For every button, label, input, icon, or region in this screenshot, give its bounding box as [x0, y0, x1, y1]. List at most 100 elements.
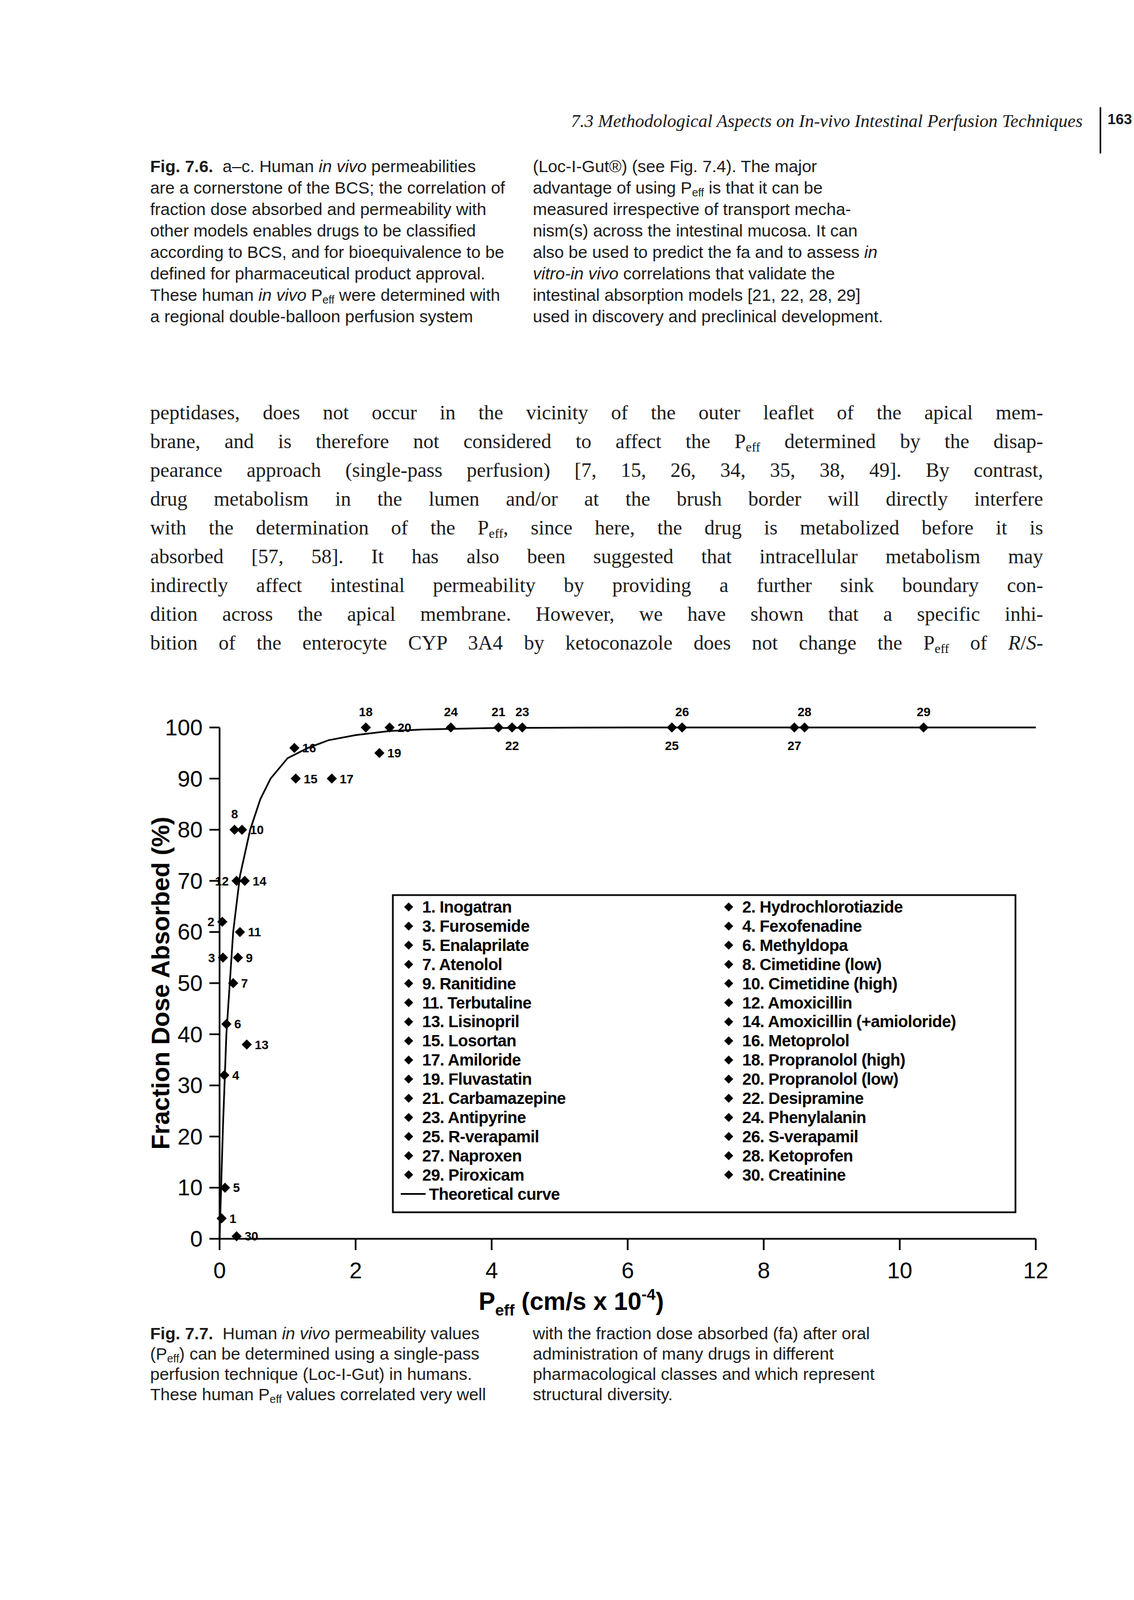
- text-run: fraction dose absorbed and permeability …: [150, 199, 486, 219]
- data-point: [241, 1039, 252, 1050]
- legend-marker: [724, 998, 734, 1008]
- legend-marker: [404, 1055, 414, 1065]
- text-run: with the fraction dose absorbed (fa) aft…: [532, 1324, 870, 1343]
- legend-entry: 12. Amoxicillin: [742, 994, 853, 1013]
- text-run: These human: [150, 285, 259, 305]
- y-tick: [209, 982, 220, 985]
- legend-entry: 24. Phenylalanin: [742, 1108, 866, 1127]
- point-label: 23: [515, 705, 529, 720]
- point-label: 9: [246, 951, 253, 966]
- legend-marker: [724, 960, 734, 970]
- x-axis-title-part: eff: [495, 1301, 515, 1320]
- legend-entry: 5. Enalaprilate: [422, 936, 530, 955]
- y-tick: [209, 829, 220, 831]
- point-label: 25: [664, 738, 679, 753]
- y-tick: [209, 777, 220, 780]
- y-tick-label: 50: [177, 970, 204, 996]
- data-point: [289, 742, 300, 753]
- text-run: intestinal absorption models [21, 22, 28…: [532, 285, 861, 305]
- point-label: 30: [244, 1229, 258, 1244]
- point-label: 14: [252, 874, 267, 889]
- text-run: with the determination of the P: [150, 516, 489, 540]
- text-line: are a cornerstone of the BCS; the correl…: [150, 177, 518, 199]
- text-run: eff: [167, 1352, 179, 1365]
- text-run: advantage of using P: [532, 178, 693, 197]
- text-run: ) can be determined using a single-pass: [178, 1344, 480, 1364]
- legend-entry: 3. Furosemide: [422, 917, 530, 936]
- text-run: correlations that validate the: [618, 264, 836, 283]
- legend-marker: [724, 1151, 734, 1161]
- text-run: administration of many drugs in differen…: [532, 1344, 834, 1364]
- point-label: 27: [787, 738, 801, 753]
- text-run: in vivo: [258, 285, 307, 305]
- text-run: measured irrespective of transport mecha…: [532, 199, 852, 219]
- legend-entry: 25. R-verapamil: [422, 1127, 540, 1146]
- y-tick-label: 80: [177, 817, 204, 843]
- text-run: peptidases, does not occur in the vicini…: [150, 401, 1044, 424]
- text-run: nism(s) across the intestinal mucosa. It…: [532, 221, 858, 240]
- text-line: administration of many drugs in differen…: [532, 1343, 1053, 1365]
- legend-entry: 4. Fexofenadine: [742, 917, 862, 936]
- point-label: 28: [797, 705, 812, 720]
- text-run: , since here, the drug is metabolized be…: [503, 516, 1044, 540]
- x-axis-title-part: ): [655, 1287, 664, 1316]
- legend-entry: 22. Desipramine: [742, 1089, 864, 1108]
- text-line: fraction dose absorbed and permeability …: [150, 198, 518, 221]
- text-column: Fig. 7.7. Human in vivo permeability val…: [150, 1323, 518, 1405]
- data-point: [233, 952, 244, 963]
- y-tick-label: 30: [177, 1073, 204, 1098]
- data-point: [360, 722, 371, 733]
- text-run: used in discovery and preclinical develo…: [532, 307, 883, 326]
- text-run: Fig. 7.6.: [150, 156, 214, 176]
- legend-entry: 18. Propranolol (high): [742, 1051, 906, 1070]
- legend-marker: [724, 979, 734, 989]
- legend-marker: [404, 1113, 414, 1123]
- legend-marker: [724, 1074, 734, 1084]
- legend-marker: [724, 940, 734, 950]
- text-run: S: [1026, 631, 1037, 655]
- point-label: 1: [229, 1211, 237, 1227]
- legend-marker: [404, 1017, 414, 1027]
- x-tick-label: 6: [621, 1258, 634, 1284]
- point-label: 29: [916, 705, 931, 720]
- text-run: eff: [488, 526, 504, 541]
- text-line: a regional double-balloon perfusion syst…: [150, 305, 518, 328]
- y-tick-label: 100: [164, 715, 203, 741]
- text-run: bition of the enterocyte CYP 3A4 by keto…: [150, 631, 935, 655]
- text-run: These human P: [150, 1385, 270, 1404]
- text-run: permeabilities: [366, 156, 476, 176]
- text-run: in: [864, 242, 878, 262]
- legend-marker: [404, 902, 414, 912]
- y-tick-label: 20: [177, 1124, 204, 1150]
- text-run: defined for pharmaceutical product appro…: [150, 264, 486, 283]
- y-tick-label: 70: [177, 868, 204, 894]
- legend-marker: [404, 1132, 414, 1142]
- text-run: absorbed [57, 58]. It has also been sugg…: [150, 545, 1044, 568]
- legend-entry: 30. Creatinine: [742, 1166, 847, 1185]
- x-tick: [899, 1238, 901, 1251]
- legend-entry: 1. Inogatran: [422, 898, 512, 917]
- x-tick-label: 2: [349, 1258, 362, 1284]
- legend-marker: [724, 1055, 734, 1065]
- legend-marker: [724, 1017, 734, 1027]
- text-run: of: [948, 631, 1009, 655]
- legend-entry: 9. Ranitidine: [422, 974, 516, 993]
- point-label: 16: [302, 741, 317, 756]
- y-tick-label: 60: [177, 919, 204, 945]
- text-run: eff: [745, 439, 761, 455]
- legend-marker: [724, 1093, 734, 1103]
- text-run: /: [1020, 631, 1027, 655]
- text-run: drug metabolism in the lumen and/or at t…: [150, 487, 1044, 511]
- legend-entry: 17. Amiloride: [422, 1051, 521, 1070]
- legend-marker: [724, 1036, 734, 1046]
- text-run: structural diversity.: [532, 1385, 673, 1404]
- legend-marker: [404, 1151, 414, 1161]
- legend-marker: [404, 940, 414, 950]
- text-run: pearance approach (single-pass perfusion…: [150, 458, 1044, 482]
- data-point: [374, 747, 385, 759]
- x-tick: [355, 1238, 357, 1251]
- legend-marker: [724, 902, 734, 912]
- text-run: P: [306, 285, 323, 305]
- x-tick-label: 12: [1023, 1258, 1049, 1284]
- legend-entry: 14. Amoxicillin (+amioloride): [742, 1012, 956, 1031]
